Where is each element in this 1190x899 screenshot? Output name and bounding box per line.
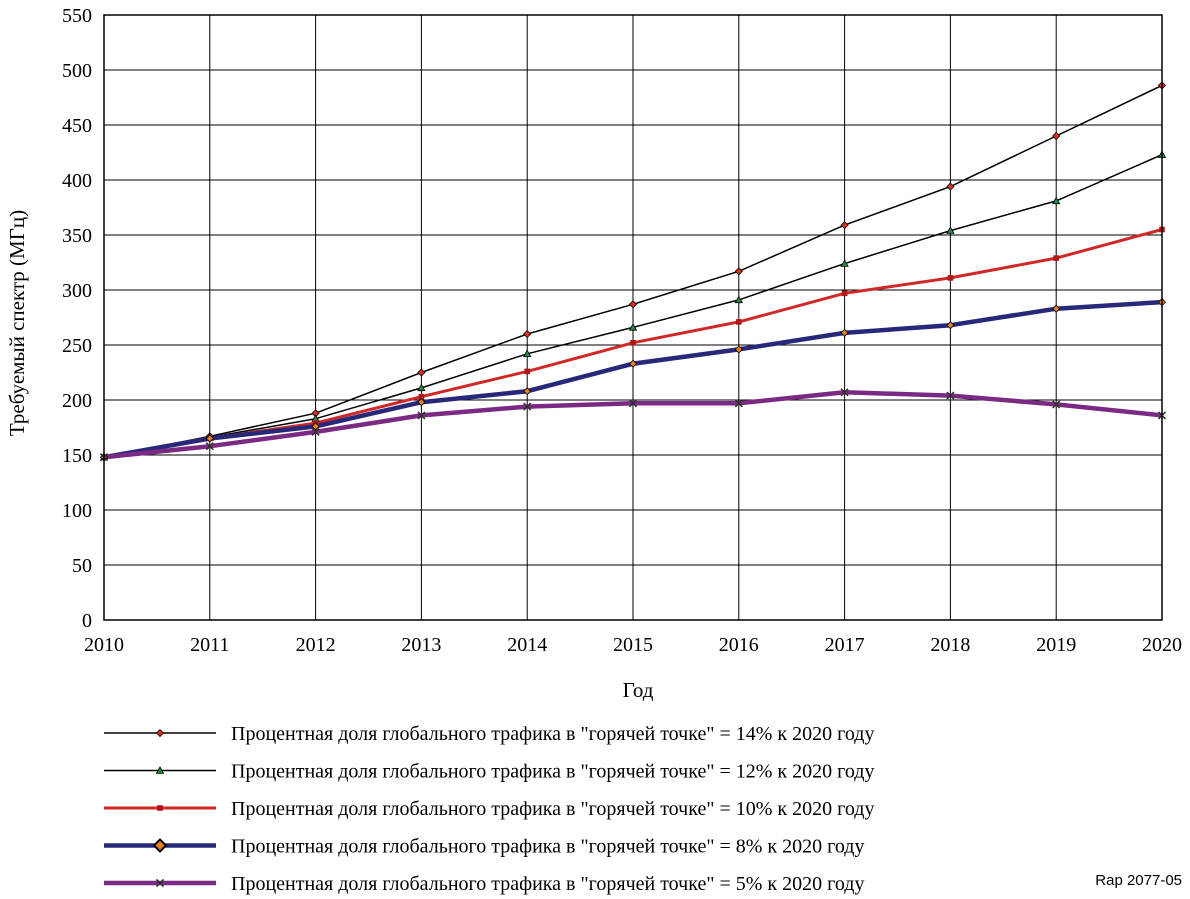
diamond-marker [946, 182, 955, 191]
diamond-marker [152, 838, 168, 853]
triangle-marker [628, 323, 638, 331]
y-tick-label: 150 [62, 445, 92, 467]
x-marker [523, 402, 532, 411]
legend-label: Процентная доля глобального трафика в "г… [231, 836, 864, 858]
triangle-marker [523, 349, 532, 358]
legend-item: Процентная доля глобального трафика в "г… [104, 761, 874, 783]
x-tick-label: 2012 [296, 634, 336, 656]
x-tick-label: 2010 [84, 634, 124, 656]
x-tick-label: 2017 [825, 634, 865, 656]
y-tick-label: 400 [62, 170, 92, 192]
y-tick-label: 550 [62, 5, 92, 27]
diamond-marker [523, 329, 532, 339]
x-marker [311, 427, 320, 436]
diamond-marker [946, 321, 955, 330]
x-tick-label: 2018 [930, 634, 970, 656]
y-tick-label: 100 [62, 500, 92, 522]
legend: Процентная доля глобального трафика в "г… [104, 723, 874, 895]
legend-item: Процентная доля глобального трафика в "г… [104, 798, 874, 820]
legend-item: Процентная доля глобального трафика в "г… [104, 723, 874, 745]
square-marker [947, 275, 954, 281]
x-marker [155, 878, 165, 888]
diamond-marker [417, 368, 426, 377]
diamond-marker [311, 422, 320, 431]
triangle-marker [155, 766, 165, 774]
x-marker [417, 411, 426, 420]
plot-frame [103, 14, 1163, 621]
y-tick-labels: 0 50 100 150 200 250 300 350 400 450 500 550 [62, 5, 92, 632]
x-axis-label: Год [623, 678, 654, 702]
y-tick-label: 300 [62, 280, 92, 302]
triangle-marker [840, 259, 849, 267]
legend-item: Процентная доля глобального трафика в "г… [104, 836, 864, 858]
legend-item: Процентная доля глобального трафика в "г… [104, 873, 864, 895]
x-tick-label: 2016 [719, 634, 759, 656]
diamond-marker [840, 221, 849, 230]
x-marker [1052, 400, 1061, 409]
legend-label: Процентная доля глобального трафика в "г… [231, 761, 874, 783]
x-tick-label: 2011 [190, 634, 229, 656]
x-marker [840, 388, 849, 397]
x-marker [628, 399, 638, 408]
legend-label: Процентная доля глобального трафика в "г… [231, 723, 874, 745]
diamond-marker [205, 434, 214, 443]
x-tick-label: 2015 [613, 634, 653, 656]
y-tick-label: 200 [62, 390, 92, 412]
figure-reference: Rap 2077-05 [1095, 872, 1182, 889]
series-markers [99, 81, 1167, 462]
y-tick-label: 350 [62, 225, 92, 247]
x-tick-labels: 2010 2011 2012 2013 2014 2015 2016 2017 2018 2019… [84, 634, 1182, 656]
diamond-marker [840, 328, 849, 337]
square-marker [630, 340, 636, 346]
triangle-marker [1052, 196, 1061, 205]
x-marker [734, 399, 743, 408]
x-tick-label: 2013 [401, 634, 441, 656]
x-marker [205, 442, 214, 451]
square-marker [524, 368, 530, 375]
triangle-marker [946, 226, 955, 234]
y-tick-label: 50 [72, 555, 92, 577]
diamond-marker [523, 387, 532, 396]
triangle-marker [734, 295, 743, 304]
diamond-marker [628, 359, 638, 368]
y-tick-label: 500 [62, 60, 92, 82]
x-tick-label: 2014 [507, 634, 547, 656]
x-tick-label: 2019 [1036, 634, 1076, 656]
square-marker [157, 805, 163, 811]
legend-label: Процентная доля глобального трафика в "г… [231, 798, 874, 820]
triangle-marker [417, 383, 426, 392]
square-marker [736, 319, 742, 325]
x-tick-label: 2020 [1142, 634, 1182, 656]
y-tick-label: 450 [62, 115, 92, 137]
diamond-marker [628, 300, 638, 309]
diamond-marker [1052, 131, 1061, 141]
square-marker [418, 393, 425, 400]
legend-label: Процентная доля глобального трафика в "г… [231, 873, 864, 895]
diamond-marker [734, 345, 743, 354]
square-marker [1053, 255, 1059, 261]
square-marker [841, 290, 848, 297]
diamond-marker [417, 398, 426, 407]
y-tick-label: 250 [62, 335, 92, 357]
diamond-marker [1052, 304, 1061, 313]
diamond-marker [155, 728, 165, 738]
y-tick-label: 0 [82, 610, 92, 632]
y-axis-label: Требуемый спектр (МГц) [5, 210, 29, 436]
x-marker [946, 391, 955, 400]
diamond-marker [734, 267, 743, 276]
